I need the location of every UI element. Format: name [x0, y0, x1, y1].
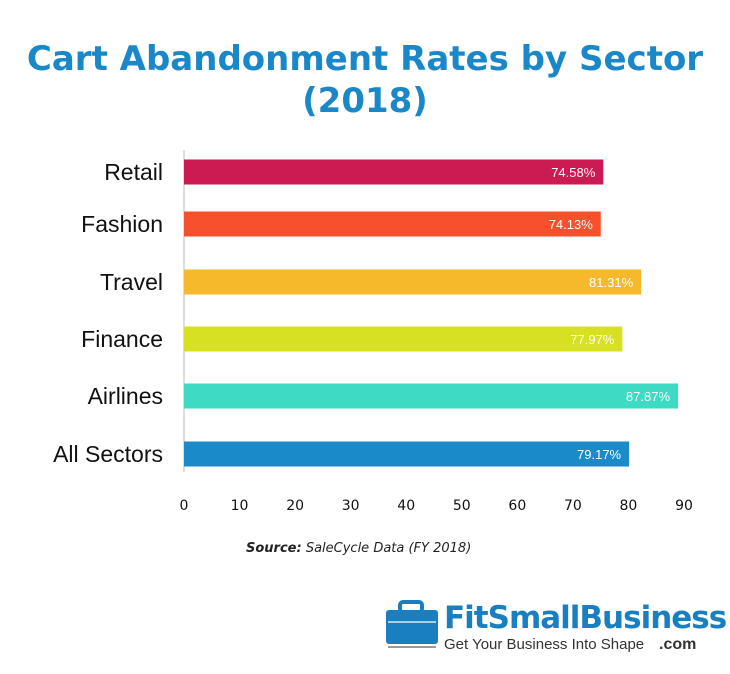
category-label: Fashion — [81, 211, 163, 237]
category-label: Retail — [104, 159, 163, 185]
category-label: Airlines — [88, 383, 163, 409]
data-label: 74.58% — [551, 165, 596, 180]
x-tick-label: 30 — [342, 498, 360, 514]
x-tick-label: 70 — [564, 498, 582, 514]
x-tick-label: 50 — [453, 498, 471, 514]
source-label: Source: — [246, 541, 302, 556]
source-note: Source: SaleCycle Data (FY 2018) — [246, 541, 471, 556]
bar — [184, 159, 604, 185]
data-label: 79.17% — [577, 447, 622, 462]
chart-title: Cart Abandonment Rates by Sector (2018) — [26, 39, 704, 121]
x-tick-label: 20 — [286, 498, 304, 514]
fitsmallbusiness-logo: FitSmallBusiness Get Your Business Into … — [384, 600, 727, 660]
x-tick-label: 0 — [180, 498, 189, 514]
x-tick-label: 40 — [397, 498, 415, 514]
x-tick-label: 90 — [675, 498, 693, 514]
logo-name: FitSmallBusiness — [444, 600, 727, 636]
data-label: 77.97% — [570, 332, 615, 347]
logo-suffix: .com — [659, 636, 697, 653]
category-label: Travel — [100, 269, 163, 295]
category-label: All Sectors — [53, 441, 163, 467]
bar — [184, 269, 642, 295]
logo-tagline: Get Your Business Into Shape — [444, 636, 645, 653]
x-tick-label: 80 — [620, 498, 638, 514]
briefcase-icon — [386, 600, 438, 648]
x-tick-label: 60 — [508, 498, 526, 514]
data-label: 87.87% — [626, 389, 671, 404]
data-label: 74.13% — [549, 217, 594, 232]
source-text: SaleCycle Data (FY 2018) — [305, 541, 472, 556]
data-label: 81.31% — [589, 275, 634, 290]
bar — [184, 211, 601, 237]
x-tick-label: 10 — [231, 498, 249, 514]
bar — [184, 326, 623, 352]
category-label: Finance — [81, 326, 163, 352]
bar — [184, 441, 630, 467]
bar — [184, 383, 679, 409]
